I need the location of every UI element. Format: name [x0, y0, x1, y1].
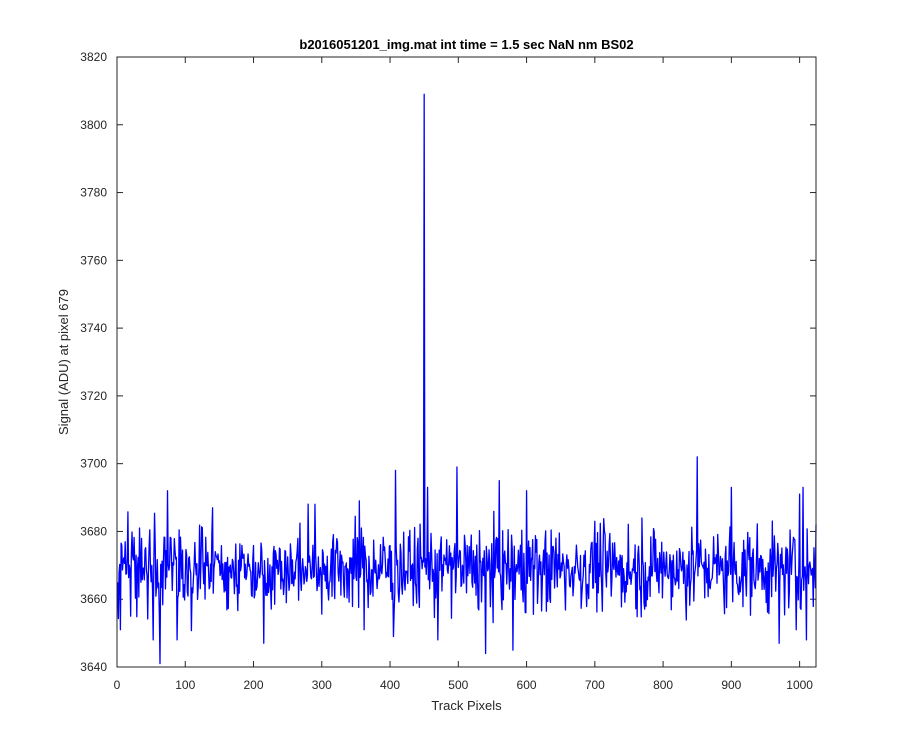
x-axis-label: Track Pixels	[431, 698, 502, 713]
x-tick-label: 100	[175, 678, 195, 692]
y-tick-label: 3640	[80, 660, 107, 674]
y-tick-label: 3820	[80, 50, 107, 64]
x-tick-label: 900	[721, 678, 741, 692]
x-tick-label: 500	[448, 678, 468, 692]
axis-ticks: 0 100 200 300 400 500 600 700 800 900 1000 3640 3660…	[80, 50, 816, 692]
y-tick-label: 3760	[80, 253, 107, 267]
x-tick-label: 600	[517, 678, 537, 692]
axes-frame	[116, 56, 817, 668]
y-axis-label: Signal (ADU) at pixel 679	[56, 289, 71, 435]
x-tick-label: 1000	[786, 678, 813, 692]
chart-title: b2016051201_img.mat int time = 1.5 sec N…	[299, 37, 633, 52]
x-tick-label: 700	[585, 678, 605, 692]
y-tick-label: 3740	[80, 321, 107, 335]
x-tick-label: 200	[244, 678, 264, 692]
x-tick-label: 800	[653, 678, 673, 692]
x-tick-label: 0	[114, 678, 121, 692]
y-tick-label: 3660	[80, 592, 107, 606]
y-tick-label: 3680	[80, 524, 107, 538]
y-tick-label: 3800	[80, 118, 107, 132]
x-tick-label: 300	[312, 678, 332, 692]
data-series-line	[117, 93, 817, 665]
y-tick-label: 3700	[80, 457, 107, 471]
y-tick-label: 3780	[80, 186, 107, 200]
x-tick-label: 400	[380, 678, 400, 692]
y-tick-label: 3720	[80, 389, 107, 403]
